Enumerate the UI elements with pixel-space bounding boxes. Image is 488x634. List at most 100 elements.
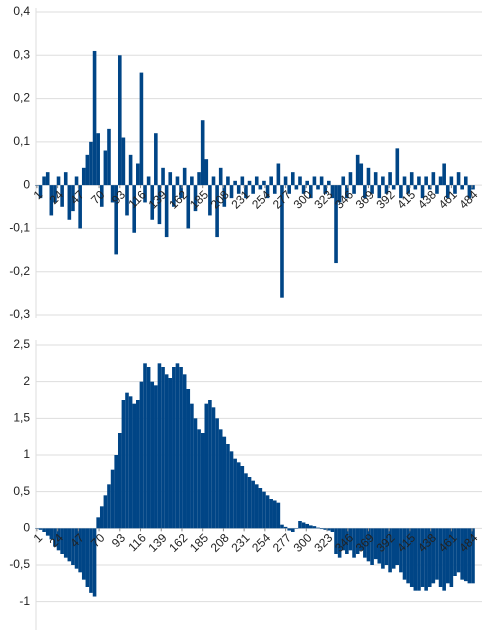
bar xyxy=(197,429,201,529)
bar xyxy=(157,363,162,529)
bar xyxy=(251,480,255,529)
bar xyxy=(301,522,306,529)
bar xyxy=(251,185,255,194)
bar xyxy=(85,154,90,186)
bar xyxy=(352,185,356,194)
x-tick-label: 185 xyxy=(187,187,211,211)
bar xyxy=(175,363,180,529)
bar xyxy=(89,141,93,186)
bar xyxy=(294,528,299,529)
bar xyxy=(453,185,457,194)
bar xyxy=(107,484,111,529)
bar xyxy=(240,176,245,186)
bar xyxy=(53,185,57,203)
bar xyxy=(399,185,403,199)
bar xyxy=(276,163,281,186)
bar xyxy=(438,528,443,587)
bar xyxy=(409,172,414,186)
bar xyxy=(190,403,194,529)
bar xyxy=(132,185,137,233)
bar xyxy=(272,185,277,194)
bar xyxy=(60,185,64,207)
bar xyxy=(359,528,364,551)
bar xyxy=(186,185,191,229)
bar xyxy=(366,528,371,562)
bar xyxy=(445,185,450,199)
bar xyxy=(110,469,115,529)
bar xyxy=(186,389,191,529)
bar xyxy=(341,176,346,186)
bar xyxy=(139,72,144,186)
bar xyxy=(38,528,43,530)
bar xyxy=(269,176,273,186)
y-tick-label: -0,5 xyxy=(9,557,30,571)
x-tick-label: 70 xyxy=(88,187,108,207)
bar xyxy=(298,521,302,529)
bar xyxy=(345,528,349,554)
y-tick-label: -0,1 xyxy=(9,221,30,235)
bar xyxy=(92,50,97,186)
bar xyxy=(272,500,277,529)
bar xyxy=(172,367,176,529)
bar xyxy=(442,163,446,186)
bar xyxy=(254,176,259,186)
bar xyxy=(121,400,126,529)
bar xyxy=(471,528,475,584)
bar xyxy=(316,185,320,190)
bar xyxy=(114,185,118,255)
bar xyxy=(121,137,126,186)
bar xyxy=(431,528,436,584)
bar xyxy=(355,528,360,554)
bar xyxy=(236,185,241,194)
bar xyxy=(301,185,306,194)
bar xyxy=(305,523,310,529)
bar xyxy=(143,185,147,203)
bar xyxy=(427,528,432,587)
bar xyxy=(298,176,302,186)
bar xyxy=(53,528,57,547)
bar xyxy=(45,528,50,536)
bar xyxy=(229,185,234,199)
bar xyxy=(395,528,400,565)
bar xyxy=(136,163,140,186)
bar xyxy=(99,506,104,529)
bar xyxy=(334,185,338,264)
bar xyxy=(276,502,281,529)
bar xyxy=(456,528,461,573)
bar xyxy=(359,163,364,186)
bar xyxy=(226,444,230,529)
bar xyxy=(363,528,367,558)
y-tick-label: 2 xyxy=(23,374,30,388)
bar xyxy=(377,528,382,564)
x-tick-label: 185 xyxy=(187,531,211,555)
bar xyxy=(352,528,356,558)
bar xyxy=(312,176,317,186)
bar xyxy=(345,185,349,199)
bar xyxy=(71,528,75,565)
bar xyxy=(164,374,169,529)
bar xyxy=(316,527,320,529)
bar xyxy=(168,378,173,529)
bar xyxy=(290,528,295,532)
bar xyxy=(128,154,133,186)
bar xyxy=(99,185,104,207)
bar xyxy=(312,526,317,529)
y-tick-label: 1,5 xyxy=(13,411,30,425)
bar xyxy=(179,367,183,529)
x-tick-label: 277 xyxy=(270,531,294,555)
bar xyxy=(337,528,342,558)
bar xyxy=(406,185,410,194)
bar xyxy=(157,185,162,225)
bar xyxy=(435,528,439,580)
bar xyxy=(431,172,436,186)
bar xyxy=(323,185,328,194)
y-tick-label: 2,5 xyxy=(13,337,30,351)
bar xyxy=(471,185,475,190)
bar xyxy=(247,180,252,186)
bar xyxy=(114,455,118,529)
x-tick-label: 323 xyxy=(311,531,335,555)
bar xyxy=(125,392,129,529)
bar xyxy=(283,526,288,529)
bar xyxy=(460,185,464,190)
bar xyxy=(258,185,263,190)
